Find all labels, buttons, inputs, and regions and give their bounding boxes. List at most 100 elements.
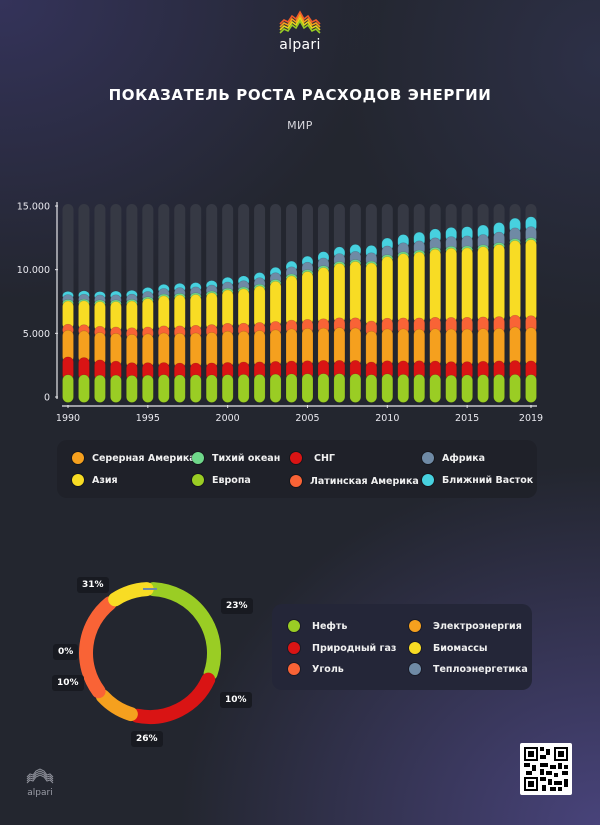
donut-label-oil: 31% [77, 577, 109, 593]
y-tick-label: 10.000 [17, 265, 50, 276]
legend-label: СНГ [314, 452, 335, 464]
donut-label-gas: 23% [221, 598, 253, 614]
bar-segment-europe [493, 374, 505, 403]
bar-segment-europe [126, 375, 138, 403]
legend-item-asia: Азия [72, 474, 118, 486]
bar-1999 [205, 204, 218, 403]
bar-segment-europe [253, 374, 266, 403]
bar-segment-europe [317, 373, 330, 403]
legend-item-coal: Уголь [288, 663, 344, 675]
donut-slice-biomass [108, 582, 154, 607]
page-subtitle: МИР [287, 119, 313, 132]
y-tick-label: 0 [44, 393, 50, 404]
legend-item-biomass: Биомассы [409, 642, 487, 654]
bar-segment-europe [365, 374, 378, 403]
donut-label-coal: 26% [131, 731, 163, 747]
bar-2019 [525, 204, 537, 403]
x-tick-label: 2015 [455, 413, 479, 424]
donut-chart [79, 582, 221, 724]
bar-segment-asia [365, 262, 378, 327]
legend-dot [288, 663, 300, 675]
bar-segment-north_america [525, 327, 537, 367]
bar-segment-europe [397, 374, 410, 403]
bar-segment-asia [381, 256, 394, 324]
bar-segment-europe [142, 374, 154, 403]
alpari-footer-logo: alpari [25, 768, 55, 798]
legend-dot [72, 452, 84, 464]
bar-segment-europe [62, 374, 74, 403]
bar-segment-asia [221, 289, 234, 330]
bar-segment-europe [525, 374, 537, 403]
legend-label: Тихий океан [212, 452, 281, 464]
bar-segment-asia [253, 285, 266, 329]
legend-item-europe: Европа [192, 474, 251, 486]
legend-label: Природный газ [312, 642, 397, 654]
bar-2006 [317, 204, 330, 403]
legend-label: Азия [92, 474, 118, 486]
bar-2004 [285, 204, 298, 403]
bar-segment-europe [333, 373, 346, 403]
legend-dot [72, 474, 84, 486]
bar-segment-asia [397, 253, 410, 324]
bar-segment-europe [94, 374, 106, 403]
stacked-bar-chart: 0 5.000 10.000 15.000 1990 1995 2000 2005 2010 20… [17, 202, 543, 425]
bar-segment-europe [477, 374, 489, 403]
legend-label: Серерная Америка [92, 452, 196, 464]
x-tick-label: 2000 [216, 413, 240, 424]
legend-dot [422, 452, 434, 464]
legend-dot [192, 474, 204, 486]
bar-segment-europe [445, 374, 457, 403]
bar-1990 [62, 204, 74, 403]
legend-dot [192, 452, 204, 464]
bar-segment-asia [477, 246, 489, 323]
bar-segment-asia [349, 261, 362, 324]
region-legend: Серерная Америка Азия Тихий океан Европа… [57, 440, 537, 498]
bar-2017 [493, 204, 505, 403]
bar-segment-europe [205, 374, 218, 403]
bar-segment-asia [461, 247, 473, 324]
donut-slice-coal [79, 596, 117, 699]
donut-slice-oil [146, 582, 221, 681]
legend-label: Биомассы [433, 642, 488, 654]
legend-item-middle-east: Ближний Васток [422, 474, 533, 486]
bar-2002 [253, 204, 266, 403]
legend-item-oil: Нефть [288, 620, 347, 632]
bar-segment-europe [301, 373, 314, 403]
bar-segment-asia [301, 271, 314, 326]
bar-2001 [237, 204, 250, 403]
legend-dot [290, 452, 302, 464]
bar-2015 [461, 204, 473, 403]
bar-2003 [269, 204, 282, 403]
alpari-logo: alpari [270, 10, 330, 62]
legend-dot [409, 642, 421, 654]
legend-label: Теплоэнергетика [433, 663, 528, 675]
bar-segment-europe [78, 374, 90, 403]
legend-item-latin-america: Латинская Америка [290, 475, 419, 487]
bar-segment-europe [429, 374, 442, 403]
bar-2007 [333, 204, 346, 403]
donut-label-electricity: 10% [220, 692, 252, 708]
donut-slice-electricity [95, 689, 138, 722]
legend-dot [288, 620, 300, 632]
bar-2010 [381, 204, 394, 403]
bar-segment-asia [509, 240, 521, 321]
x-tick-label: 1990 [56, 413, 80, 424]
bar-1996 [157, 204, 170, 403]
bar-segment-europe [413, 374, 426, 403]
bar-segment-asia [445, 247, 457, 324]
qr-code[interactable] [520, 743, 572, 795]
bar-segment-asia [285, 275, 298, 326]
bar-segment-europe [173, 374, 186, 403]
legend-dot [409, 663, 421, 675]
legend-item-north-america: Серерная Америка [72, 452, 196, 464]
bar-segment-asia [269, 280, 282, 328]
bar-segment-asia [333, 263, 346, 324]
energy-source-legend: Нефть Природный газ Уголь Электроэнергия… [272, 604, 532, 690]
bar-segment-europe [157, 374, 170, 403]
qr-code-icon [524, 747, 568, 791]
legend-label: Европа [212, 474, 251, 486]
legend-item-heat: Теплоэнергетика [409, 663, 528, 675]
bar-1995 [142, 204, 154, 403]
bar-segment-asia [429, 248, 442, 324]
legend-dot [422, 474, 434, 486]
